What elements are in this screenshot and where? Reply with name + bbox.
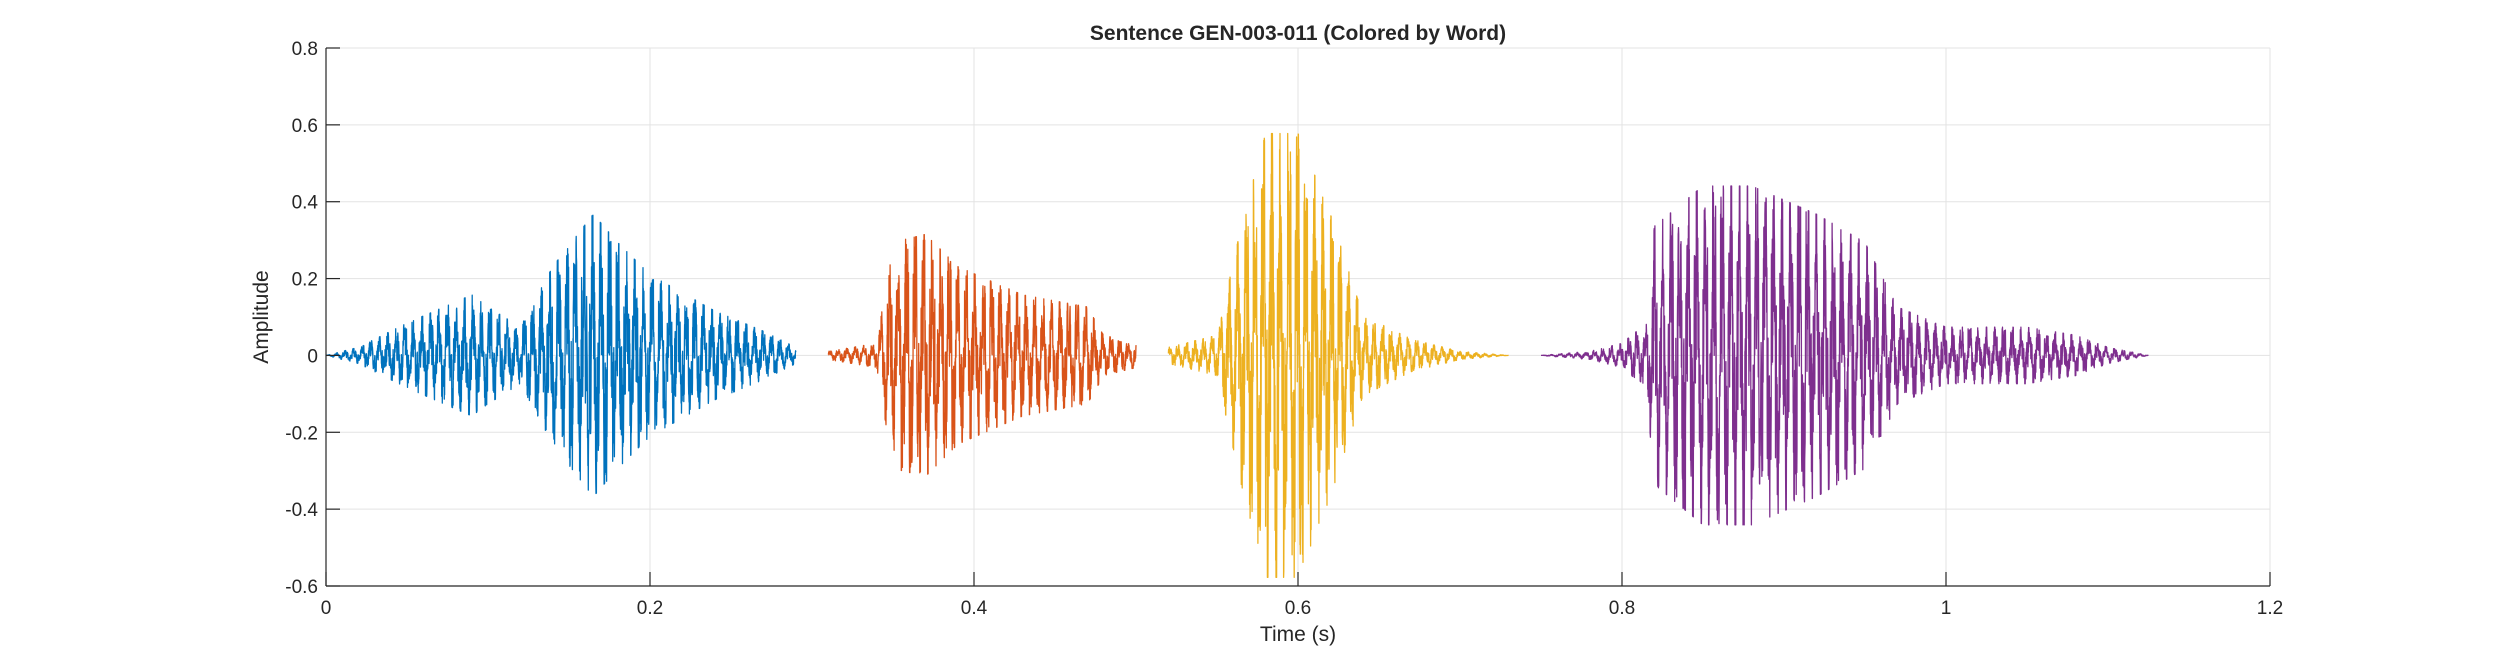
word-waveform-2 xyxy=(827,233,1137,475)
x-tick-label: 0.4 xyxy=(961,598,988,619)
y-tick-label: -0.6 xyxy=(285,577,318,598)
y-tick-label: 0 xyxy=(307,346,318,367)
y-tick-label: 0.4 xyxy=(292,193,319,214)
x-tick-label: 0 xyxy=(321,598,332,619)
x-tick-label: 1.2 xyxy=(2257,598,2283,619)
word-waveform-3 xyxy=(1167,132,1510,579)
series-group xyxy=(325,132,2149,579)
chart-title: Sentence GEN-003-011 (Colored by Word) xyxy=(1090,22,1506,45)
x-tick-label: 1 xyxy=(1941,598,1952,619)
x-tick-label: 0.8 xyxy=(1609,598,1635,619)
y-tick-label: 0.8 xyxy=(292,39,318,60)
y-tick-label: -0.2 xyxy=(285,423,318,444)
y-tick-label: 0.2 xyxy=(292,270,318,291)
y-tick-label: 0.6 xyxy=(292,116,318,137)
x-ticks: 0 0.2 0.4 0.6 0.8 1 1.2 xyxy=(321,572,2283,619)
x-tick-label: 0.6 xyxy=(1285,598,1311,619)
y-axis-label: Amplitude xyxy=(250,270,273,363)
word-waveform-1 xyxy=(325,214,797,495)
x-tick-label: 0.2 xyxy=(637,598,663,619)
x-axis-label: Time (s) xyxy=(1260,623,1336,646)
word-waveform-4 xyxy=(1540,185,2149,526)
y-tick-label: -0.4 xyxy=(285,500,318,521)
y-ticks: -0.6 -0.4 -0.2 0 0.2 0.4 0.6 0.8 xyxy=(285,39,340,598)
